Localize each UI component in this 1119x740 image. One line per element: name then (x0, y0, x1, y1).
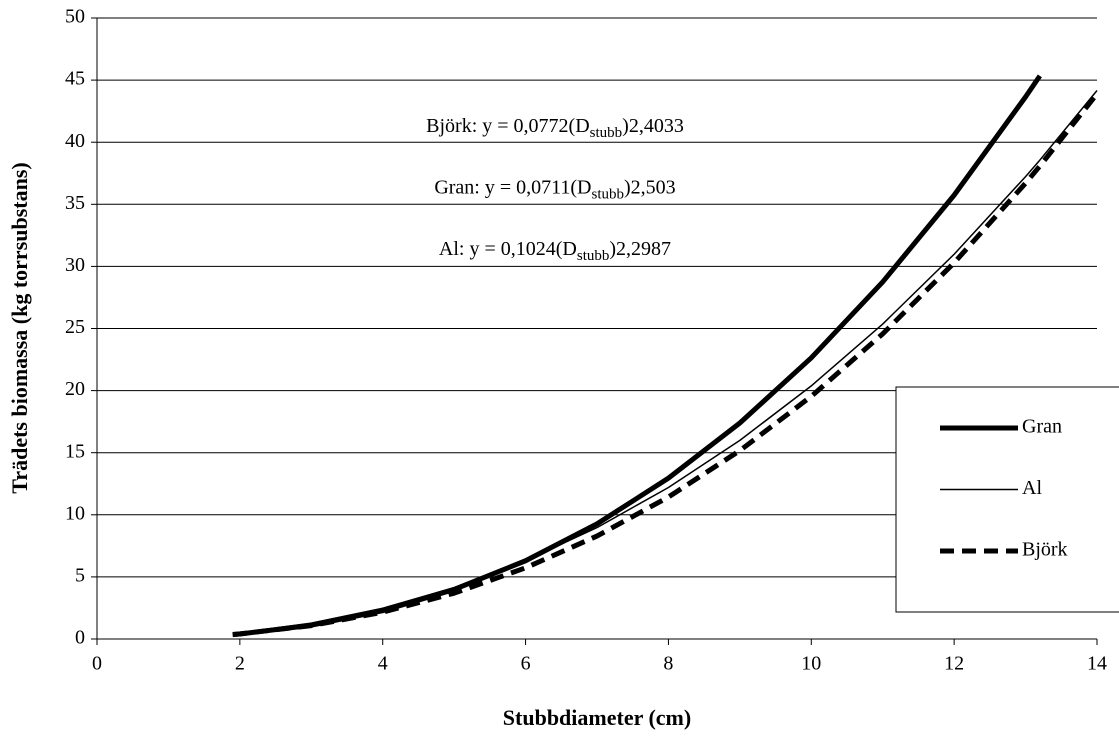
annotation: Al: y = 0,1024(Dstubb)2,2987 (439, 238, 671, 265)
annotation-tail: )2,503 (624, 176, 676, 198)
y-axis-title: Trädets biomassa (kg torrsubstans) (7, 162, 32, 493)
y-tick-label: 35 (65, 192, 85, 214)
legend-label: Björk (1022, 539, 1068, 561)
annotation: Gran: y = 0,0711(Dstubb)2,503 (434, 176, 675, 203)
x-tick-label: 6 (521, 653, 531, 675)
y-tick-label: 40 (65, 130, 85, 152)
x-tick-label: 12 (944, 653, 964, 675)
annotation: Björk: y = 0,0772(Dstubb)2,4033 (426, 115, 684, 142)
x-tick-label: 4 (378, 653, 388, 675)
y-tick-label: 15 (65, 440, 85, 462)
x-tick-label: 2 (235, 653, 245, 675)
y-tick-label: 5 (75, 564, 85, 586)
y-tick-label: 25 (65, 316, 85, 338)
annotation-text: Björk: y = 0,0772(D (426, 115, 590, 137)
series-line (232, 90, 1098, 635)
legend-label: Al (1022, 477, 1042, 499)
legend-box (895, 386, 1119, 613)
annotation-tail: )2,4033 (622, 115, 684, 137)
x-tick-label: 8 (663, 653, 673, 675)
annotation-subscript: stubb (590, 125, 623, 141)
annotation-subscript: stubb (577, 248, 610, 264)
annotation-text: Al: y = 0,1024(D (439, 238, 577, 260)
annotation-subscript: stubb (592, 187, 625, 203)
legend-label: Gran (1022, 416, 1062, 438)
y-tick-label: 30 (65, 254, 85, 276)
series-line (232, 92, 1099, 638)
x-tick-label: 0 (92, 653, 102, 675)
x-tick-label: 14 (1087, 653, 1107, 675)
x-axis-title: Stubbdiameter (cm) (503, 705, 691, 730)
y-tick-label: 50 (65, 6, 85, 28)
y-tick-label: 20 (65, 378, 85, 400)
x-tick-label: 10 (801, 653, 821, 675)
y-tick-label: 10 (65, 502, 85, 524)
y-tick-label: 45 (65, 68, 85, 90)
y-tick-label: 0 (75, 627, 85, 649)
annotation-tail: )2,2987 (609, 238, 671, 260)
annotation-text: Gran: y = 0,0711(D (434, 176, 591, 198)
